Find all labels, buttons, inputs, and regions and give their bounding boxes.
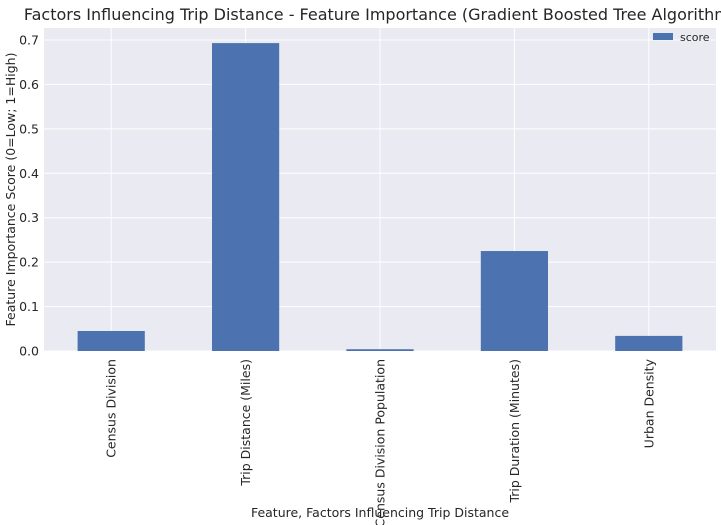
bar — [346, 349, 414, 351]
x-axis-label: Feature, Factors Influencing Trip Distan… — [251, 505, 509, 520]
y-axis-label: Feature Importance Score (0=Low; 1=High) — [3, 53, 18, 327]
y-axis-ticks: 0.0 0.1 0.2 0.3 0.4 0.5 0.6 0.7 — [19, 32, 39, 358]
y-tick-label: 0.4 — [19, 166, 39, 181]
legend-label-score: score — [680, 31, 710, 44]
bars — [77, 43, 683, 351]
y-tick-label: 0.2 — [19, 255, 39, 270]
x-tick-label: Trip Distance (Miles) — [238, 359, 253, 487]
bar — [212, 43, 280, 351]
bar — [77, 331, 145, 351]
chart-title: Factors Influencing Trip Distance - Feat… — [24, 5, 721, 24]
x-tick-label: Trip Duration (Minutes) — [507, 359, 522, 504]
y-tick-label: 0.6 — [19, 77, 39, 92]
x-axis-ticks: Census Division Trip Distance (Miles) Cens… — [104, 358, 657, 525]
bar — [615, 335, 683, 351]
y-tick-label: 0.7 — [19, 32, 39, 47]
x-tick-label: Census Division Population — [373, 359, 388, 525]
x-tick-label: Census Division — [104, 359, 119, 458]
y-tick-label: 0.5 — [19, 121, 39, 136]
y-tick-label: 0.1 — [19, 299, 39, 314]
bar — [480, 251, 548, 351]
x-tick-label: Urban Density — [641, 358, 656, 448]
y-tick-label: 0.0 — [19, 344, 39, 359]
legend-swatch-score — [653, 33, 673, 40]
y-tick-label: 0.3 — [19, 210, 39, 225]
legend: score — [653, 31, 710, 44]
